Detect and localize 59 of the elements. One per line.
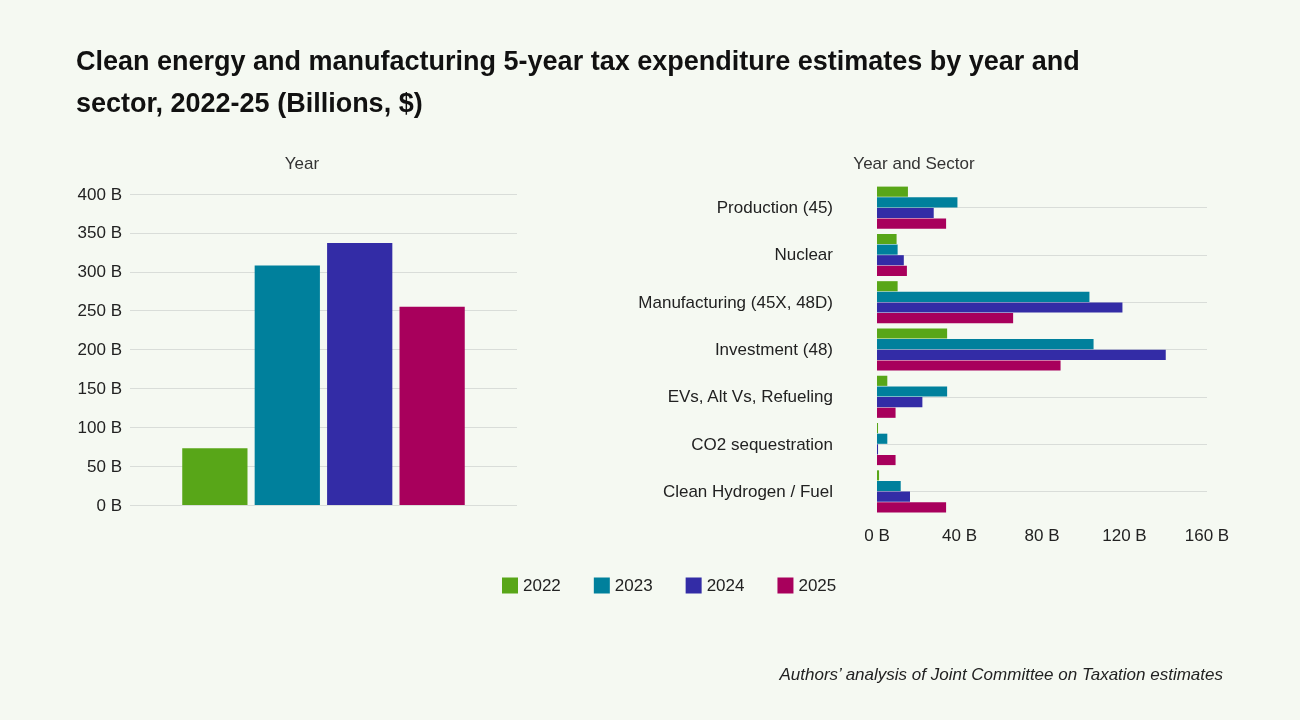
- y-tick-label: 150 B: [77, 378, 122, 398]
- x-tick-label: 120 B: [1102, 526, 1147, 545]
- y-tick-label: 300 B: [77, 262, 122, 282]
- x-tick-label: 40 B: [942, 526, 977, 545]
- bar: [877, 397, 923, 408]
- bar: [877, 339, 1094, 350]
- bar: [877, 255, 904, 266]
- y-tick-label: Clean Hydrogen / Fuel: [662, 481, 833, 501]
- bar: [877, 186, 908, 197]
- y-tick-label: 100 B: [77, 417, 122, 437]
- x-tick-label: 0 B: [864, 526, 890, 545]
- y-tick-label: Nuclear: [774, 245, 834, 265]
- bar: [877, 454, 896, 466]
- bar: [877, 313, 1014, 324]
- bar: [877, 407, 896, 418]
- chart-subtitle: Year: [284, 154, 320, 173]
- legend-label: 2025: [798, 576, 837, 595]
- bar: [877, 360, 1061, 371]
- bar: [877, 480, 901, 492]
- bar: [877, 302, 1123, 313]
- bar: [877, 291, 1090, 302]
- y-tick-label: 400 B: [77, 184, 122, 204]
- bar: [877, 207, 934, 219]
- bar: [877, 349, 1166, 360]
- bar: [399, 306, 465, 505]
- bar: [327, 242, 393, 505]
- bar: [877, 433, 888, 444]
- bar: [877, 218, 947, 229]
- y-tick-label: 250 B: [77, 301, 122, 321]
- y-tick-label: 0 B: [96, 495, 122, 515]
- bar: [877, 502, 947, 513]
- bar: [877, 470, 880, 481]
- bar: [877, 233, 897, 245]
- bar: [254, 265, 320, 505]
- x-tick-label: 80 B: [1024, 526, 1060, 545]
- bar: [182, 448, 248, 505]
- bar: [877, 375, 888, 386]
- bar: [877, 281, 898, 292]
- bar: [877, 491, 910, 502]
- x-tick-label: 160 B: [1184, 526, 1230, 545]
- text: Clean energy and manufacturing 5-year tax expenditure estimates by year and sector, 2022-25 (Billions, $): [76, 45, 1081, 120]
- y-tick-label: Manufacturing (45X, 48D): [638, 292, 833, 312]
- y-tick-label: Investment (48): [714, 340, 833, 359]
- bar: [877, 386, 948, 397]
- chart-title: Year and Sector: [853, 154, 975, 173]
- y-tick-label: Production (45): [716, 198, 833, 218]
- y-tick-label: 350 B: [77, 223, 122, 243]
- bar: [877, 328, 948, 339]
- legend-label: 2024: [706, 576, 745, 595]
- y-tick-label: 200 B: [77, 340, 122, 359]
- bar: [877, 244, 898, 255]
- bar: [877, 265, 907, 276]
- y-tick-label: EVs, Alt Vs, Refueling: [667, 387, 833, 407]
- y-tick-label: 50 B: [87, 456, 122, 476]
- bar: [877, 197, 958, 208]
- legend-label: 2023: [614, 576, 653, 595]
- legend-label: 2022: [523, 576, 561, 595]
- text: Authors’ analysis of Joint Committee on Taxation estimates: [779, 665, 1223, 685]
- y-tick-label: CO2 sequestration: [691, 434, 833, 454]
